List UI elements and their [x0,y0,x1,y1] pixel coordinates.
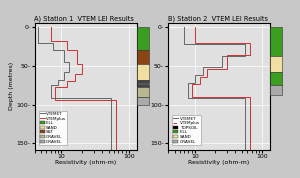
Text: A) Station 1  VTEM LEI Results: A) Station 1 VTEM LEI Results [34,15,134,22]
Text: B) Station 2  VTEM LEI Results: B) Station 2 VTEM LEI Results [168,15,268,22]
Legend: VTEMET, VTEMplus, FILL, SAND, SILT, GRAVEL, GRAVEL: VTEMET, VTEMplus, FILL, SAND, SILT, GRAV… [39,111,68,145]
Y-axis label: Depth (metres): Depth (metres) [9,62,14,110]
X-axis label: Resistivity (ohm-m): Resistivity (ohm-m) [55,160,116,165]
X-axis label: Resistivity (ohm-m): Resistivity (ohm-m) [188,160,250,165]
Legend: VTEMET, VTEMplus, TOPSOIL, FILL, SAND, GRAVEL: VTEMET, VTEMplus, TOPSOIL, FILL, SAND, G… [172,115,201,145]
